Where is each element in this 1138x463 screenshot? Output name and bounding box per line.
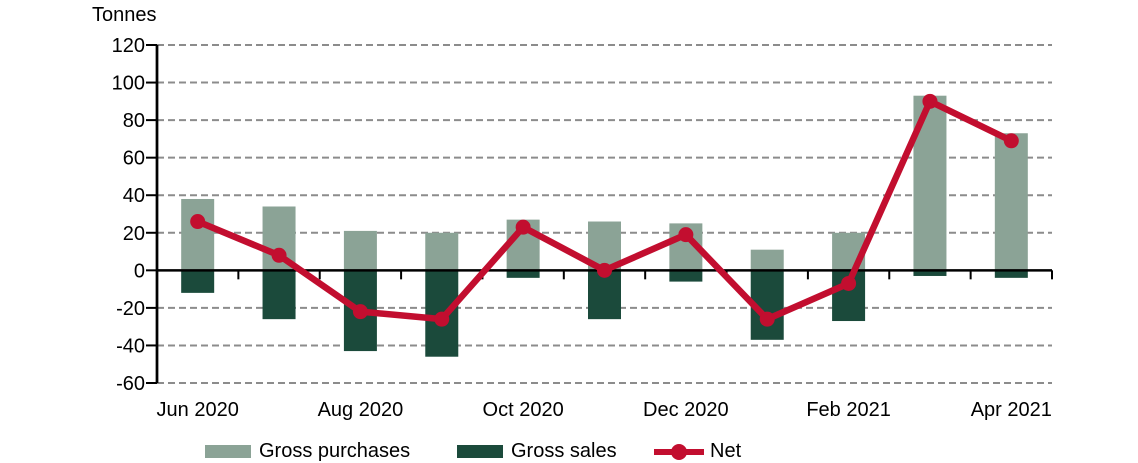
- gross-sales-bar: [506, 270, 540, 278]
- gross-purchases-bar: [343, 230, 377, 271]
- y-tick-label: 100: [112, 73, 145, 95]
- legend-item-gross-sales: Gross sales: [457, 440, 617, 463]
- gross-sales-bar: [262, 270, 296, 320]
- net-line-marker: [654, 443, 704, 460]
- net-dot-swatch: [671, 444, 687, 460]
- legend-label-net: Net: [710, 440, 742, 462]
- legend: Gross purchases Gross sales Net: [0, 440, 1138, 463]
- legend-label-gross-purchases: Gross purchases: [259, 440, 411, 462]
- y-tick-label: -60: [116, 373, 145, 395]
- x-tick-label: Aug 2020: [318, 399, 404, 421]
- y-tick-label: 60: [123, 148, 145, 170]
- net-point: [1003, 133, 1019, 149]
- gross-sales-bar: [181, 270, 215, 293]
- net-point: [271, 247, 287, 263]
- gross-sales-bar: [669, 270, 703, 282]
- x-tick-label: Dec 2020: [643, 399, 729, 421]
- gross-purchases-swatch: [205, 445, 251, 458]
- gross-purchases-bar: [425, 232, 459, 271]
- gross-purchases-bar: [994, 133, 1028, 271]
- gross-purchases-bar: [750, 249, 784, 271]
- net-point: [515, 219, 531, 235]
- net-point: [678, 227, 694, 243]
- x-tick-label: Apr 2021: [971, 399, 1052, 421]
- x-tick-label: Jun 2020: [157, 399, 239, 421]
- net-point: [841, 275, 857, 291]
- legend-label-gross-sales: Gross sales: [511, 440, 617, 462]
- y-tick-label: -40: [116, 335, 145, 357]
- legend-item-net: Net: [654, 440, 741, 463]
- x-tick-label: Oct 2020: [483, 399, 564, 421]
- x-tick-label: Feb 2021: [806, 399, 891, 421]
- net-point: [434, 311, 450, 327]
- gross-sales-bar: [913, 270, 947, 276]
- gross-sales-swatch: [457, 445, 503, 458]
- gross-sales-bar: [588, 270, 621, 320]
- net-point: [352, 304, 368, 320]
- y-tick-label: 120: [112, 35, 145, 57]
- y-tick-label: -20: [116, 298, 145, 320]
- net-point: [922, 93, 938, 109]
- y-tick-label: 20: [123, 223, 145, 245]
- y-tick-label: 40: [123, 185, 145, 207]
- y-axis-title: Tonnes: [92, 4, 157, 26]
- gross-purchases-bar: [181, 198, 215, 271]
- y-tick-label: 0: [134, 260, 145, 282]
- net-point: [597, 262, 612, 278]
- net-point: [759, 311, 775, 327]
- gross-sales-bar: [994, 270, 1028, 278]
- y-tick-label: 80: [123, 110, 145, 132]
- net-point: [190, 214, 206, 230]
- legend-item-gross-purchases: Gross purchases: [205, 440, 410, 463]
